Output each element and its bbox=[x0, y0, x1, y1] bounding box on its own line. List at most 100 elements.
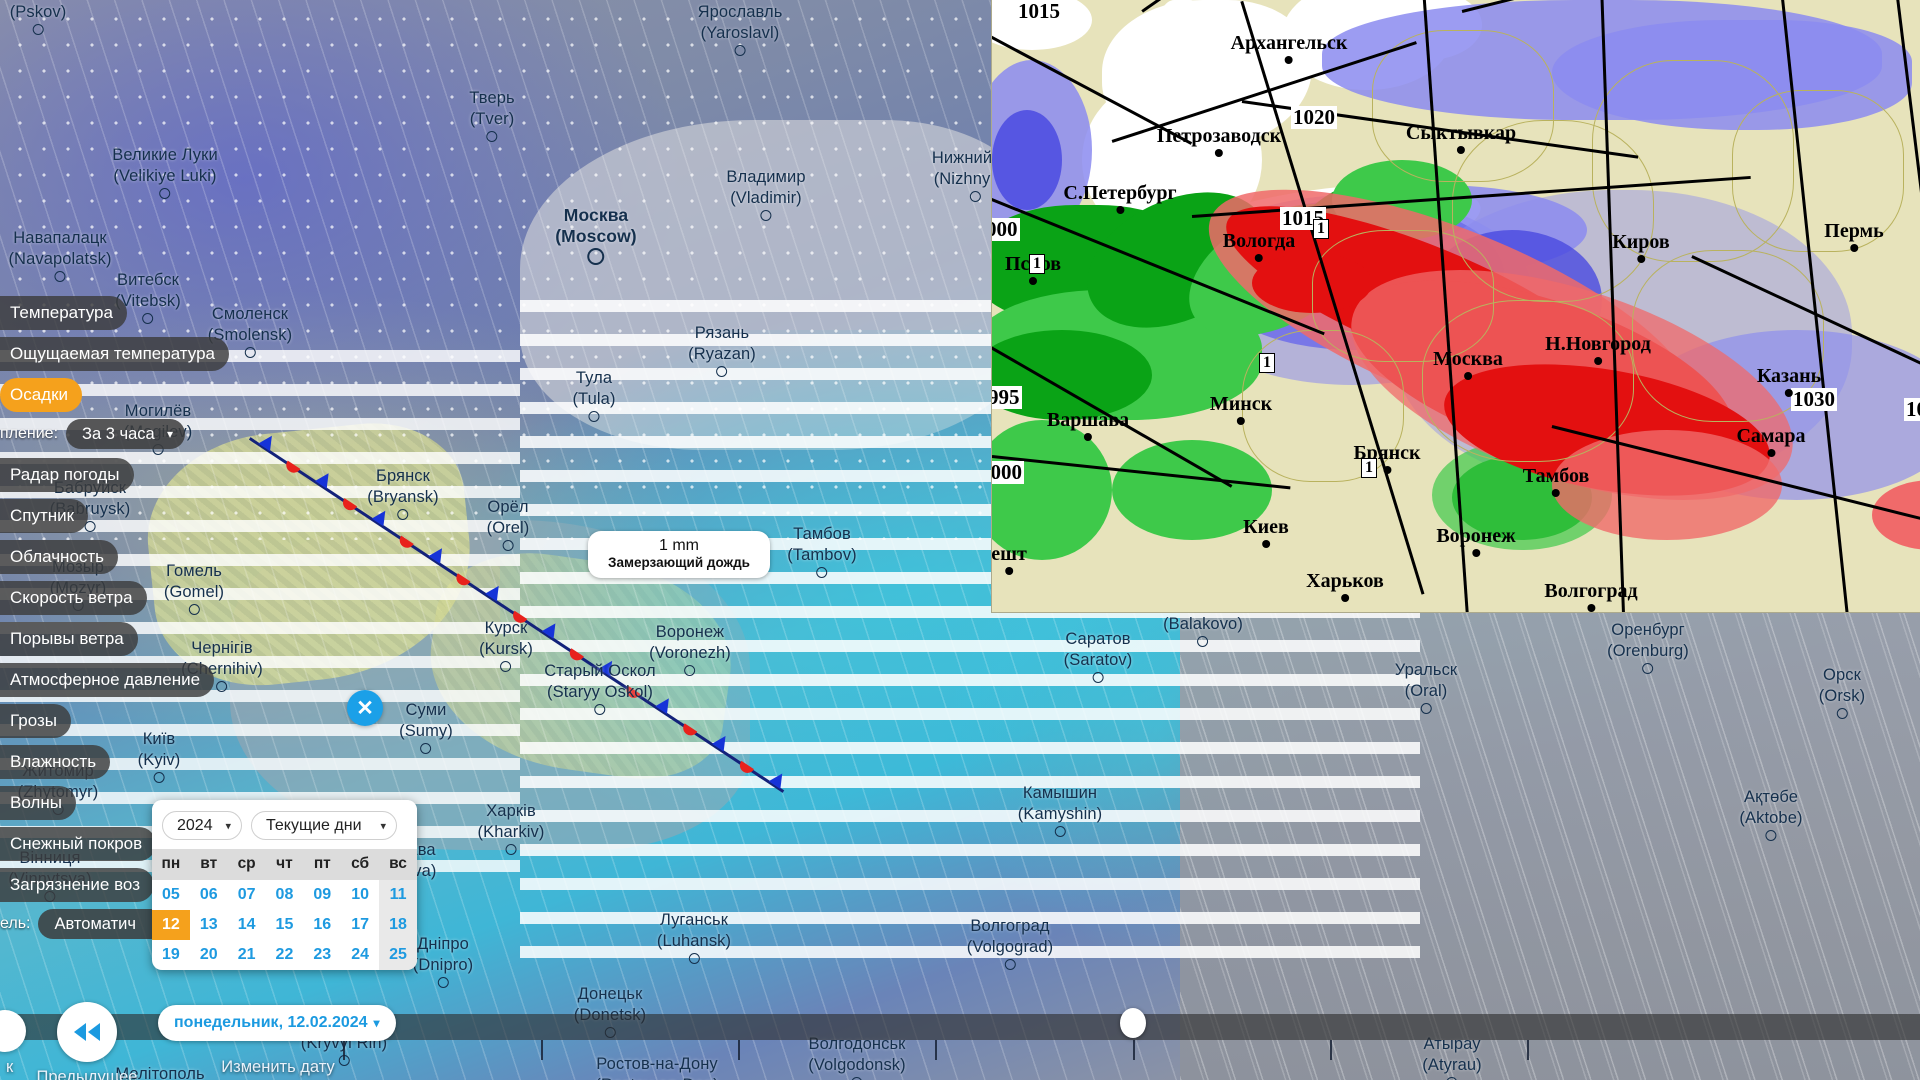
city-name-ru: Камышин bbox=[1022, 784, 1098, 802]
calendar-popup[interactable]: 2024 ▾ Текущие дни ▾ пн вт ср чт пт сб вс 05 06… bbox=[152, 800, 417, 970]
menu-item-thunderstorms[interactable]: Грозы bbox=[0, 704, 71, 738]
menu-item-snow-cover[interactable]: Снежный покров bbox=[0, 827, 157, 861]
calendar-day[interactable]: 14 bbox=[237, 916, 256, 933]
calendar-day[interactable]: 16 bbox=[313, 916, 332, 933]
inset-city-label: Тамбов bbox=[1523, 465, 1589, 497]
calendar-day[interactable]: 08 bbox=[275, 886, 294, 903]
isobar-label: 1020 bbox=[1291, 105, 1337, 129]
city-pin-icon bbox=[588, 411, 600, 422]
accumulation-label: пление: bbox=[0, 425, 59, 442]
calendar-day[interactable]: 24 bbox=[351, 946, 370, 963]
city-label: Харків (Kharkiv) bbox=[478, 801, 545, 855]
calendar-day[interactable]: 18 bbox=[379, 910, 417, 940]
calendar-day[interactable]: 25 bbox=[379, 940, 417, 970]
city-name-ru: Волгоград bbox=[970, 917, 1050, 935]
city-label: Владимир (Vladimir) bbox=[726, 167, 806, 221]
calendar-day[interactable]: 11 bbox=[379, 880, 417, 910]
inset-city-label: Петрозаводск bbox=[1157, 125, 1281, 157]
city-name-ru: (Balakovo) bbox=[1163, 615, 1243, 633]
isobar-label: 995 bbox=[992, 386, 1022, 409]
city-name-ru: Тамбов bbox=[793, 525, 851, 543]
city-dot-icon bbox=[1849, 244, 1858, 252]
menu-item-cloudiness[interactable]: Облачность bbox=[0, 540, 119, 574]
city-name-en: (Kursk) bbox=[479, 640, 533, 658]
precipitation-tooltip: 1 mm Замерзающий дождь bbox=[588, 531, 770, 578]
menu-item-pressure[interactable]: Атмосферное давление bbox=[0, 663, 215, 697]
menu-item-humidity[interactable]: Влажность bbox=[0, 745, 111, 779]
city-label: Суми (Sumy) bbox=[399, 700, 453, 754]
city-name-ru: Брянск bbox=[376, 467, 430, 485]
menu-item-weather-radar[interactable]: Радар погоды bbox=[0, 458, 134, 492]
city-pin-icon bbox=[54, 271, 66, 282]
calendar-day[interactable]: 07 bbox=[237, 886, 256, 903]
city-pin-icon bbox=[84, 521, 96, 532]
city-pin-icon bbox=[505, 844, 517, 855]
synoptic-inset-map[interactable]: 101510201015102500099510001030103Арханге… bbox=[991, 0, 1920, 613]
city-dot-icon bbox=[1383, 466, 1391, 474]
city-name-ru: Орск bbox=[1823, 666, 1861, 684]
menu-item-satellite[interactable]: Спутник bbox=[0, 499, 89, 533]
city-name-en: (Ryazan) bbox=[688, 345, 756, 363]
city-name-ru: Ақтөбе bbox=[1743, 788, 1798, 806]
year-select[interactable]: 2024 bbox=[162, 811, 242, 840]
isobar-label: 103 bbox=[1904, 398, 1920, 421]
calendar-day[interactable]: 05 bbox=[162, 886, 180, 903]
city-label: Курск (Kursk) bbox=[479, 618, 533, 672]
city-pin-icon bbox=[420, 743, 432, 754]
calendar-day[interactable]: 12 bbox=[152, 910, 190, 940]
city-label: Камышин (Kamyshin) bbox=[1018, 783, 1102, 837]
city-name-ru: Могилёв bbox=[124, 402, 192, 420]
calendar-day[interactable]: 06 bbox=[199, 886, 218, 903]
menu-item-feels-like[interactable]: Ощущаемая температура bbox=[0, 337, 229, 371]
year-select-wrap[interactable]: 2024 ▾ bbox=[162, 811, 242, 840]
city-name-en: (Velikiye Luki) bbox=[113, 167, 217, 185]
city-name-ru: (Pskov) bbox=[9, 3, 67, 21]
city-name-ru: Луганськ bbox=[659, 911, 729, 929]
calendar-day[interactable]: 17 bbox=[351, 916, 370, 933]
calendar-day[interactable]: 22 bbox=[275, 946, 294, 963]
city-label: Оренбург (Orenburg) bbox=[1607, 620, 1689, 674]
calendar-day[interactable]: 21 bbox=[237, 946, 256, 963]
city-name-ru: Великие Луки bbox=[112, 146, 218, 164]
menu-item-waves[interactable]: Волны bbox=[0, 786, 76, 820]
city-pin-icon bbox=[1197, 636, 1209, 647]
city-label: (Balakovo) bbox=[1163, 614, 1243, 647]
city-name-en: (Saratov) bbox=[1063, 651, 1133, 669]
city-pin-icon bbox=[1092, 672, 1104, 683]
calendar-day[interactable]: 13 bbox=[199, 916, 218, 933]
accumulation-select[interactable]: За 3 часа bbox=[66, 419, 186, 449]
city-pin-icon bbox=[188, 604, 200, 615]
menu-item-precipitation[interactable]: Осадки bbox=[0, 378, 83, 412]
city-label: Ярославль (Yaroslavl) bbox=[698, 2, 783, 56]
previous-button[interactable] bbox=[57, 1002, 117, 1062]
region-border bbox=[1732, 90, 1904, 252]
calendar-body[interactable]: 05 06 07 08 09 10 11 12 13 14 15 16 17 18 19 20 21 22 23 24… bbox=[152, 880, 417, 970]
accumulation-select-wrap[interactable]: За 3 часа ▾ bbox=[66, 419, 186, 449]
city-name-ru: Курск bbox=[484, 619, 528, 637]
city-dot-icon bbox=[1255, 254, 1263, 262]
menu-item-temperature[interactable]: Температура bbox=[0, 296, 127, 330]
city-name-en: (Smolensk) bbox=[207, 326, 293, 344]
calendar-grid[interactable]: пн вт ср чт пт сб вс 05 06 07 08 09 10 11 12 13 14 15 16 1… bbox=[152, 849, 417, 970]
model-select[interactable]: Автоматич bbox=[38, 909, 167, 939]
calendar-day[interactable]: 15 bbox=[275, 916, 294, 933]
calendar-day[interactable]: 09 bbox=[313, 886, 332, 903]
precip-amount: 1 mm bbox=[659, 537, 699, 554]
calendar-day[interactable]: 20 bbox=[199, 946, 218, 963]
menu-item-air-pollution[interactable]: Загрязнение воз bbox=[0, 868, 154, 902]
calendar-day[interactable]: 19 bbox=[162, 946, 180, 963]
calendar-weekday: чт bbox=[265, 849, 304, 880]
range-select-wrap[interactable]: Текущие дни ▾ bbox=[251, 811, 397, 840]
calendar-day[interactable]: 10 bbox=[351, 886, 370, 903]
model-select-wrap[interactable]: Автоматич bbox=[38, 909, 167, 939]
menu-item-wind-gusts[interactable]: Порывы ветра bbox=[0, 622, 138, 656]
calendar-day[interactable]: 23 bbox=[313, 946, 332, 963]
city-label: Ақтөбе (Aktobe) bbox=[1739, 787, 1802, 841]
calendar-close-button[interactable]: ✕ bbox=[347, 690, 383, 726]
date-picker-button[interactable]: понедельник, 12.02.2024 ▾ bbox=[158, 1005, 396, 1041]
menu-item-wind-speed[interactable]: Скорость ветра bbox=[0, 581, 147, 615]
inset-city-label: Воронеж bbox=[1436, 525, 1516, 557]
range-select[interactable]: Текущие дни bbox=[251, 811, 397, 840]
city-name-en: (Orel) bbox=[486, 519, 530, 537]
timeline-handle[interactable] bbox=[1120, 1008, 1146, 1038]
